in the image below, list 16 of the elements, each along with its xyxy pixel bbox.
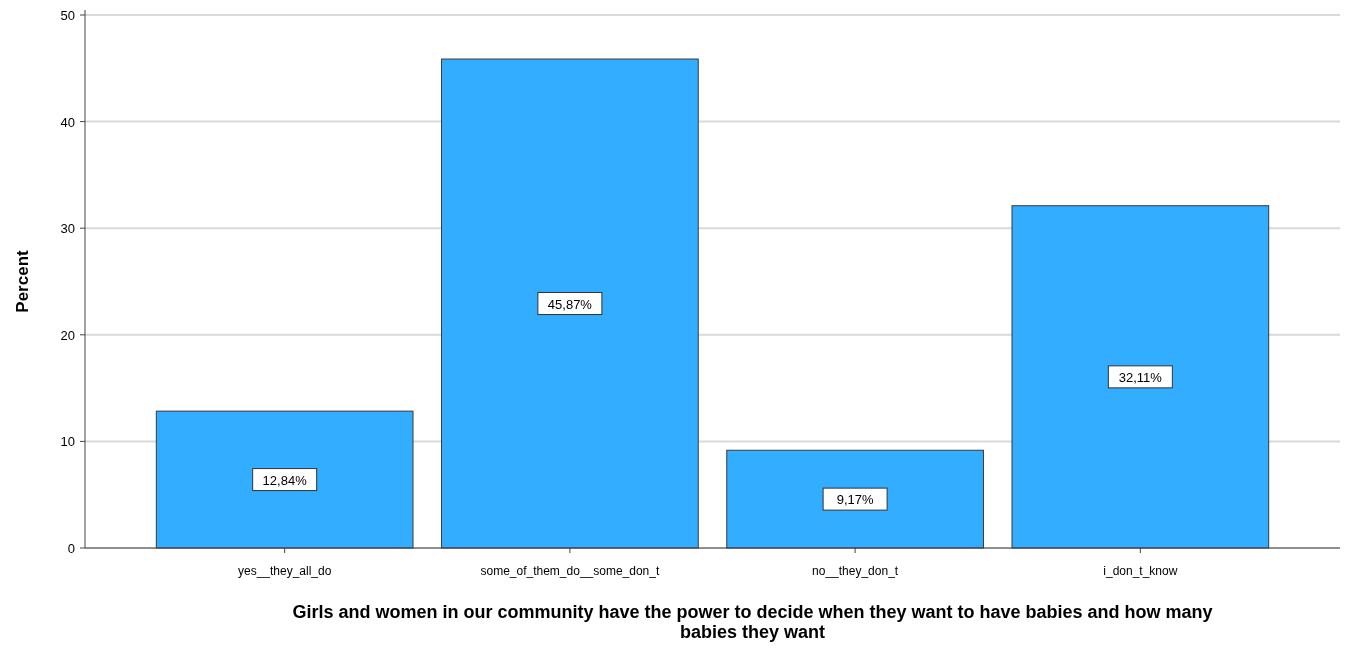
x-tick-label: no__they_don_t [812, 564, 899, 578]
data-label: 32,11% [1118, 369, 1163, 385]
x-tick-label: yes__they_all_do [237, 564, 332, 578]
data-label: 12,84% [262, 472, 308, 488]
y-tick-label: 0 [67, 541, 75, 556]
y-tick-label: 20 [60, 327, 75, 343]
y-tick-label: 30 [60, 221, 75, 237]
data-label: 45,87% [547, 296, 593, 312]
y-tick-label: 40 [60, 114, 75, 130]
y-tick-label: 50 [60, 8, 75, 23]
x-tick-label: i_don_t_know [1103, 564, 1178, 578]
x-tick-label: some_of_them_do__some_don_t [480, 564, 660, 578]
x-axis-title: Girls and women in our community have the power to decide when they want to have babies and how many babies they want [292, 602, 1213, 642]
y-tick-label: 10 [60, 434, 75, 450]
data-label: 9,17% [836, 492, 874, 508]
y-axis-title: Percent [13, 249, 32, 313]
